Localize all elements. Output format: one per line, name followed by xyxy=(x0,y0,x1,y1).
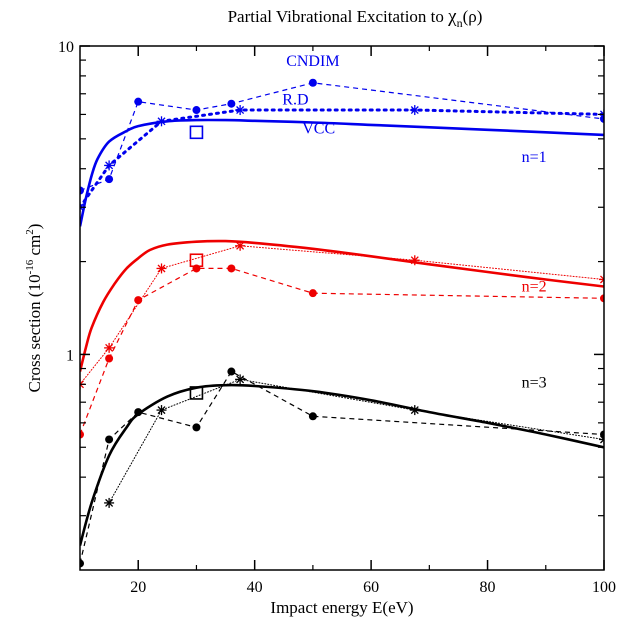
circle-marker xyxy=(134,97,143,106)
series-group xyxy=(80,78,604,568)
star-marker xyxy=(156,405,167,416)
star-marker xyxy=(104,497,115,508)
annotation-vcc: VCC xyxy=(302,121,335,138)
annotation-cndim: CNDIM xyxy=(286,53,339,70)
circle-marker xyxy=(308,289,317,298)
circle-marker xyxy=(227,264,236,273)
circle-marker xyxy=(308,78,317,87)
circle-marker xyxy=(105,175,114,184)
circle-marker xyxy=(134,296,143,305)
annotation-n-2: n=2 xyxy=(522,278,547,295)
circle-marker xyxy=(105,354,114,363)
y-tick-label: 10 xyxy=(58,39,74,56)
star-marker xyxy=(235,374,246,385)
star-marker xyxy=(156,263,167,274)
circle-marker xyxy=(134,408,143,417)
y-axis-label: Cross section (10-16 cm2) xyxy=(24,224,44,393)
x-tick-label: 100 xyxy=(592,579,616,596)
y-tick-label: 1 xyxy=(66,347,74,364)
star-marker xyxy=(235,240,246,251)
square-marker-n1 xyxy=(189,125,204,140)
n3-dotted-stars-line xyxy=(108,378,604,504)
x-tick-label: 40 xyxy=(247,579,263,596)
n1-solid-curve-line xyxy=(80,118,604,227)
star-marker xyxy=(104,342,115,353)
x-tick-label: 60 xyxy=(363,579,379,596)
star-marker xyxy=(156,116,167,127)
n2-solid-curve-line xyxy=(80,239,604,372)
star-marker xyxy=(599,434,604,445)
x-tick-label: 80 xyxy=(480,579,496,596)
axis-ticks: 20 40 60 80 100 1 10 xyxy=(58,39,616,596)
circle-marker xyxy=(192,423,201,432)
plot-area: CNDIM R.D VCC n=1 n=2 n=3 xyxy=(80,53,604,568)
circle-marker xyxy=(227,99,236,108)
star-marker xyxy=(409,105,420,116)
chart-title: Partial Vibrational Excitation to χn(ρ) xyxy=(228,6,483,30)
circle-marker xyxy=(308,412,317,421)
n3-solid-curve-line xyxy=(80,383,604,546)
square-marker-n3 xyxy=(189,386,204,400)
x-tick-label: 20 xyxy=(130,579,146,596)
annotation-n-3: n=3 xyxy=(522,375,547,392)
circle-marker xyxy=(80,186,84,195)
x-axis-label: Impact energy E(eV) xyxy=(270,598,413,617)
circle-marker xyxy=(80,430,84,439)
circle-marker xyxy=(80,559,84,568)
star-marker xyxy=(409,255,420,266)
star-marker xyxy=(104,160,115,171)
annotation-n-1: n=1 xyxy=(522,149,547,166)
circle-marker xyxy=(227,367,236,376)
n2-dotted-stars-line xyxy=(80,245,604,385)
star-marker xyxy=(409,405,420,416)
circle-marker xyxy=(105,435,114,444)
plot-frame xyxy=(79,45,605,571)
star-marker xyxy=(599,274,604,285)
n1-dotted-stars-line xyxy=(80,108,604,209)
circle-marker xyxy=(192,106,201,115)
annotation-r-d: R.D xyxy=(282,92,308,109)
n1-dashed-circles-line xyxy=(80,82,604,192)
square-marker-n2 xyxy=(189,253,204,268)
star-marker xyxy=(235,105,246,116)
circle-marker xyxy=(600,294,604,303)
